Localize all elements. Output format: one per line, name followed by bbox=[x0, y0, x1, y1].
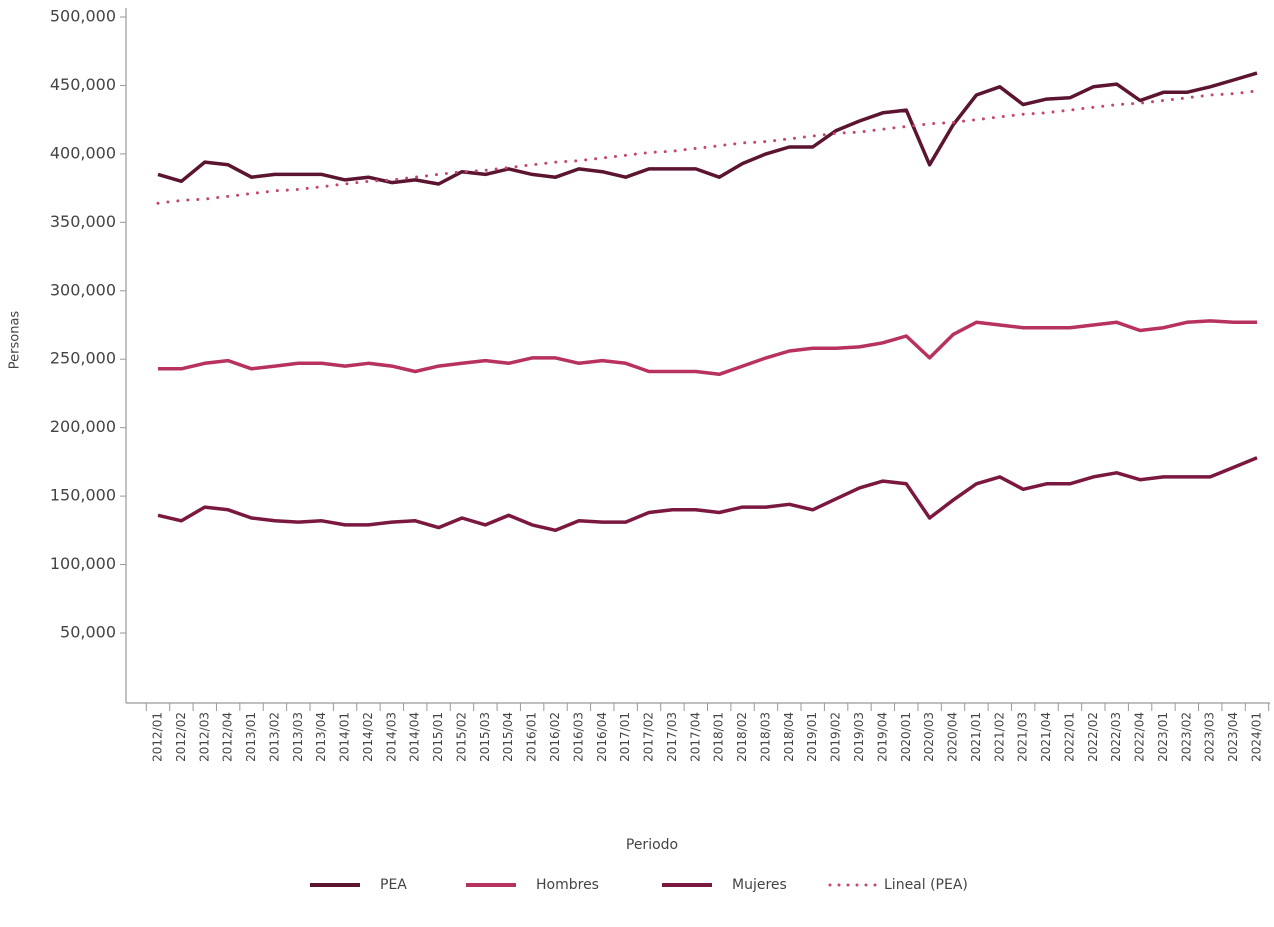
x-tick-label: 2020/01 bbox=[899, 712, 913, 762]
x-tick-label: 2016/03 bbox=[571, 712, 585, 762]
x-tick-label: 2019/03 bbox=[852, 712, 866, 762]
x-tick-label: 2017/02 bbox=[642, 712, 656, 762]
x-tick-label: 2016/02 bbox=[548, 712, 562, 762]
x-tick-label: 2012/04 bbox=[221, 712, 235, 762]
x-tick-label: 2018/04 bbox=[782, 712, 796, 762]
y-tick-label: 100,000 bbox=[50, 554, 116, 573]
y-tick-label: 250,000 bbox=[50, 349, 116, 368]
x-tick-label: 2021/03 bbox=[1016, 712, 1030, 762]
x-tick-label: 2013/04 bbox=[314, 712, 328, 762]
x-tick-label: 2019/02 bbox=[829, 712, 843, 762]
x-tick-label: 2015/01 bbox=[431, 712, 445, 762]
x-tick-label: 2017/03 bbox=[665, 712, 679, 762]
x-tick-label: 2017/01 bbox=[618, 712, 632, 762]
x-tick-label: 2017/04 bbox=[688, 712, 702, 762]
x-tick-label: 2024/01 bbox=[1250, 712, 1264, 762]
x-tick-label: 2014/01 bbox=[338, 712, 352, 762]
x-tick-label: 2018/02 bbox=[735, 712, 749, 762]
y-tick-label: 400,000 bbox=[50, 143, 116, 162]
x-tick-label: 2019/01 bbox=[805, 712, 819, 762]
x-tick-label: 2021/02 bbox=[992, 712, 1006, 762]
x-tick-label: 2021/01 bbox=[969, 712, 983, 762]
y-axis-label: Personas bbox=[8, 311, 23, 370]
x-tick-label: 2012/03 bbox=[197, 712, 211, 762]
x-tick-label: 2016/01 bbox=[525, 712, 539, 762]
x-tick-label: 2023/03 bbox=[1203, 712, 1217, 762]
x-tick-label: 2014/02 bbox=[361, 712, 375, 762]
x-tick-label: 2018/03 bbox=[758, 712, 772, 762]
x-tick-label: 2023/01 bbox=[1156, 712, 1170, 762]
x-tick-label: 2022/04 bbox=[1133, 712, 1147, 762]
x-tick-label: 2015/02 bbox=[454, 712, 468, 762]
legend-label: Hombres bbox=[536, 877, 599, 893]
x-tick-label: 2020/04 bbox=[946, 712, 960, 762]
x-tick-label: 2012/01 bbox=[151, 712, 165, 762]
legend-label: PEA bbox=[380, 877, 407, 893]
x-tick-label: 2023/02 bbox=[1179, 712, 1193, 762]
x-tick-label: 2019/04 bbox=[875, 712, 889, 762]
x-tick-label: 2021/04 bbox=[1039, 712, 1053, 762]
y-tick-label: 500,000 bbox=[50, 7, 116, 26]
y-tick-label: 200,000 bbox=[50, 417, 116, 436]
x-tick-label: 2022/02 bbox=[1086, 712, 1100, 762]
x-tick-label: 2018/01 bbox=[712, 712, 726, 762]
x-tick-label: 2015/04 bbox=[501, 712, 515, 762]
x-tick-label: 2013/02 bbox=[267, 712, 281, 762]
x-tick-label: 2020/03 bbox=[922, 712, 936, 762]
line-series bbox=[157, 456, 1258, 533]
y-tick-label: 450,000 bbox=[50, 75, 116, 94]
y-tick-label: 150,000 bbox=[50, 486, 116, 505]
x-tick-label: 2023/04 bbox=[1226, 712, 1240, 762]
x-tick-label: 2016/04 bbox=[595, 712, 609, 762]
line-series bbox=[158, 319, 1257, 377]
x-axis-label: Periodo bbox=[626, 837, 678, 853]
x-tick-label: 2022/03 bbox=[1109, 712, 1123, 762]
line-series bbox=[157, 71, 1258, 186]
x-tick-label: 2014/03 bbox=[384, 712, 398, 762]
x-tick-label: 2013/03 bbox=[291, 712, 305, 762]
x-tick-label: 2022/01 bbox=[1062, 712, 1076, 762]
y-tick-label: 300,000 bbox=[50, 280, 116, 299]
x-tick-label: 2014/04 bbox=[408, 712, 422, 762]
x-tick-label: 2015/03 bbox=[478, 712, 492, 762]
y-tick-label: 350,000 bbox=[50, 212, 116, 231]
legend-label: Mujeres bbox=[732, 877, 787, 893]
legend-label: Lineal (PEA) bbox=[884, 877, 968, 893]
line-series bbox=[156, 89, 1259, 205]
x-tick-label: 2013/01 bbox=[244, 712, 258, 762]
y-tick-label: 50,000 bbox=[60, 623, 116, 642]
x-tick-label: 2012/02 bbox=[174, 712, 188, 762]
